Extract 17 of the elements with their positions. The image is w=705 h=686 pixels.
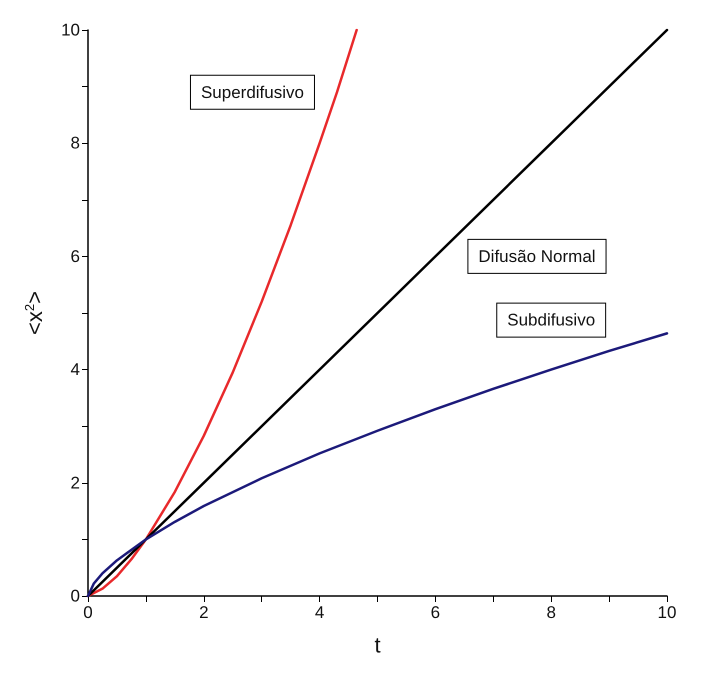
series-label: Difusão Normal	[478, 246, 596, 266]
series-label: Subdifusivo	[507, 310, 596, 330]
y-tick-label: 4	[70, 360, 80, 380]
x-tick-label: 0	[83, 603, 93, 622]
y-tick-label: 6	[70, 246, 80, 266]
x-axis-title: t	[374, 632, 381, 658]
y-tick-label: 0	[70, 586, 80, 606]
y-axis-title: <x2>	[22, 291, 47, 335]
x-tick-label: 10	[658, 603, 676, 622]
y-tick-label: 10	[61, 20, 80, 40]
x-tick-label: 6	[430, 603, 440, 622]
y-tick-label: 2	[70, 473, 80, 492]
series-label: Superdifusivo	[200, 82, 304, 102]
x-tick-label: 4	[314, 603, 324, 622]
x-tick-label: 8	[546, 603, 556, 622]
y-tick-label: 8	[70, 134, 80, 153]
x-tick-label: 2	[199, 603, 209, 622]
